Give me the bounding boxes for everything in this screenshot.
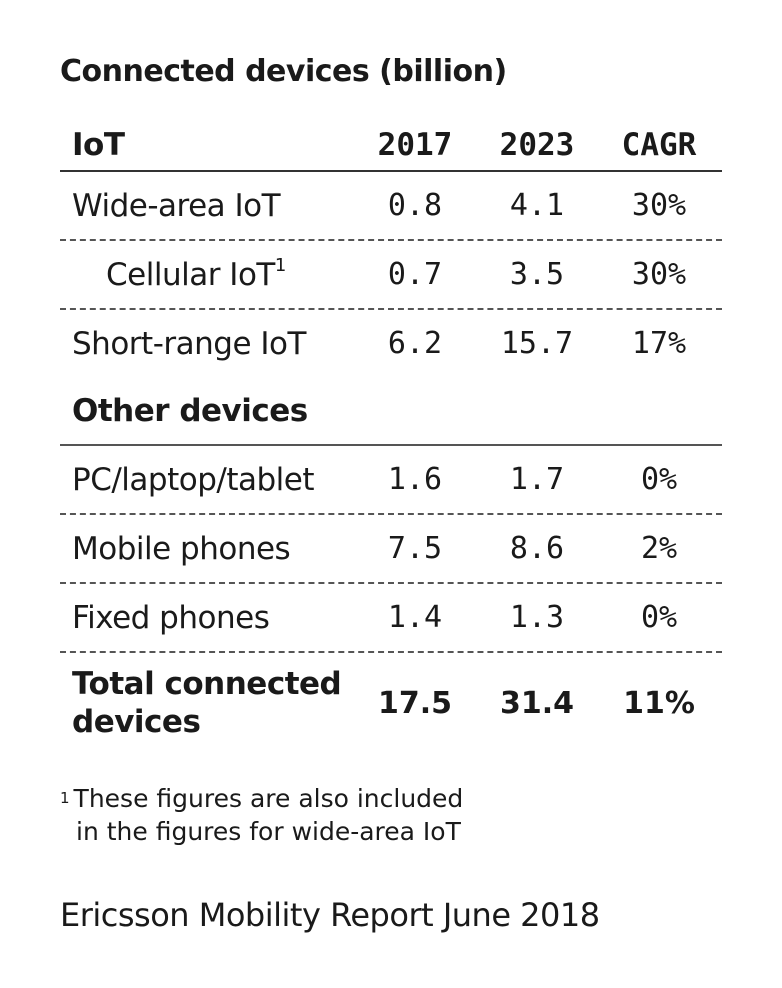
connected-devices-table: IoT 2017 2023 CAGR Wide-area IoT 0.8 4.1… xyxy=(60,120,722,753)
row-label: Fixed phones xyxy=(72,599,270,636)
source-caption: Ericsson Mobility Report June 2018 xyxy=(60,896,600,934)
table-header-row: IoT 2017 2023 CAGR xyxy=(60,120,722,172)
footnote-line-2: in the figures for wide-area IoT xyxy=(76,817,461,846)
value-cagr: 30% xyxy=(631,257,687,292)
total-label: Total connected devices xyxy=(72,666,342,740)
footnote-line-1: These figures are also included xyxy=(73,784,464,813)
table-row: Fixed phones 1.4 1.3 0% xyxy=(60,584,722,653)
value-2023: 8.6 xyxy=(509,531,565,566)
value-cagr: 30% xyxy=(631,188,687,223)
total-2017: 17.5 xyxy=(377,685,453,721)
footnote-mark: 1 xyxy=(60,789,70,807)
row-label: Wide-area IoT xyxy=(72,187,281,224)
table-row: Mobile phones 7.5 8.6 2% xyxy=(60,515,722,584)
value-2023: 15.7 xyxy=(500,326,574,361)
section-heading-iot: IoT xyxy=(72,127,125,163)
column-header-2023: 2023 xyxy=(499,127,575,163)
table-row: Wide-area IoT 0.8 4.1 30% xyxy=(60,172,722,241)
row-label: Mobile phones xyxy=(72,530,291,567)
total-row: Total connected devices 17.5 31.4 11% xyxy=(60,653,722,753)
total-2023: 31.4 xyxy=(499,685,575,721)
value-2023: 1.3 xyxy=(509,600,565,635)
value-2023: 3.5 xyxy=(509,257,565,292)
row-label: Short-range IoT xyxy=(72,325,306,362)
table-title: Connected devices (billion) xyxy=(60,54,507,89)
table-row: Short-range IoT 6.2 15.7 17% xyxy=(60,310,722,377)
column-header-2017: 2017 xyxy=(377,127,453,163)
row-label: Cellular IoT1 xyxy=(106,254,286,293)
row-label-text: Cellular IoT xyxy=(106,256,275,293)
table-row: Cellular IoT1 0.7 3.5 30% xyxy=(60,241,722,310)
value-2023: 4.1 xyxy=(509,188,565,223)
value-2017: 1.4 xyxy=(387,600,443,635)
value-2023: 1.7 xyxy=(509,462,565,497)
value-2017: 1.6 xyxy=(387,462,443,497)
value-cagr: 0% xyxy=(640,600,678,635)
value-2017: 6.2 xyxy=(387,326,443,361)
footnote: 1 These figures are also included in the … xyxy=(60,782,520,848)
value-2017: 0.8 xyxy=(387,188,443,223)
total-cagr: 11% xyxy=(623,685,695,721)
table-row: PC/laptop/tablet 1.6 1.7 0% xyxy=(60,446,722,515)
value-cagr: 2% xyxy=(640,531,678,566)
value-cagr: 17% xyxy=(631,326,687,361)
value-2017: 0.7 xyxy=(387,257,443,292)
row-label: PC/laptop/tablet xyxy=(72,461,314,498)
value-2017: 7.5 xyxy=(387,531,443,566)
column-header-cagr: CAGR xyxy=(621,127,697,163)
section-heading-other-devices: Other devices xyxy=(72,392,308,429)
value-cagr: 0% xyxy=(640,462,678,497)
section-header-row: Other devices xyxy=(60,377,722,446)
footnote-mark: 1 xyxy=(274,254,286,276)
